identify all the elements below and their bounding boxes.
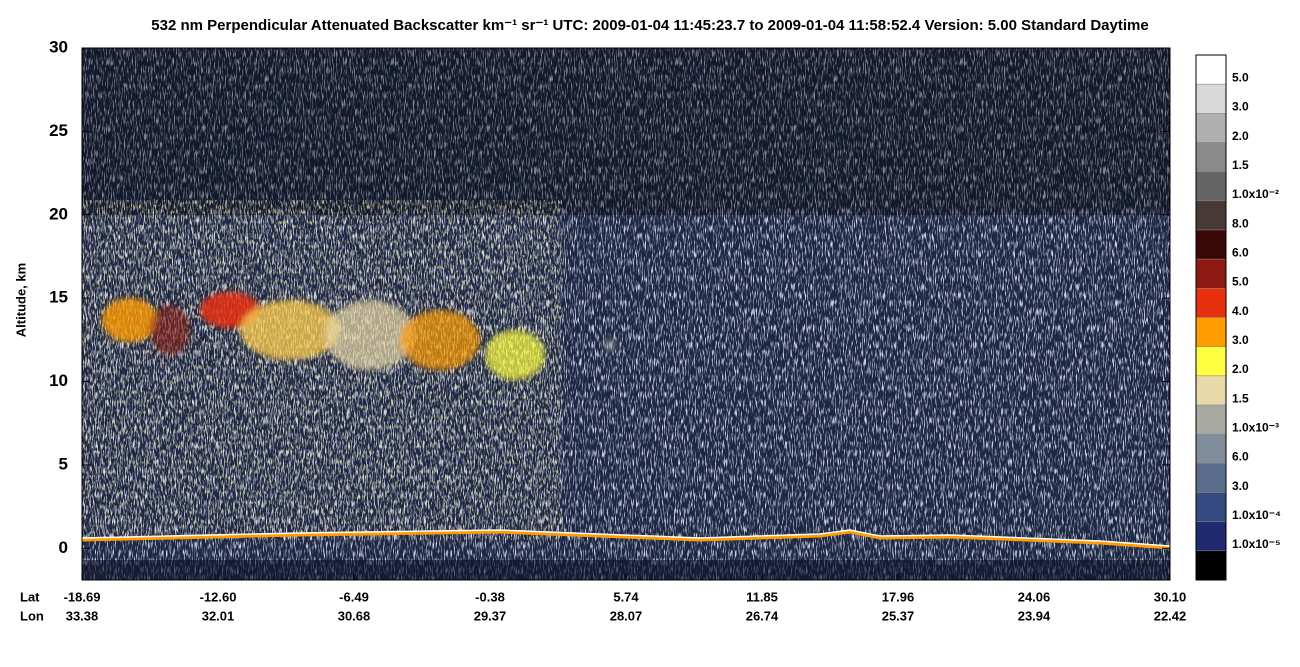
x-tick-label: -12.60 xyxy=(200,589,237,604)
cloud-layer xyxy=(102,292,616,380)
backscatter-image xyxy=(82,48,1170,580)
colorbar-swatch xyxy=(1195,492,1227,522)
y-tick-label: 5 xyxy=(59,454,68,473)
colorbar-label: 2.0 xyxy=(1232,362,1249,376)
colorbar-label: 1.0x10⁻³ xyxy=(1232,421,1279,435)
colorbar-swatch xyxy=(1195,229,1227,260)
colorbar-swatch xyxy=(1195,346,1227,377)
x-tick-label: 28.07 xyxy=(610,608,643,623)
colorbar-swatch xyxy=(1195,404,1227,435)
y-tick-label: 10 xyxy=(49,371,68,390)
x-tick-label: 33.38 xyxy=(66,608,99,623)
colorbar-swatch xyxy=(1195,200,1227,231)
x-tick-label: -18.69 xyxy=(64,589,101,604)
colorbar-swatch xyxy=(1195,433,1227,464)
colorbar-label: 1.0x10⁻⁴ xyxy=(1232,508,1281,522)
x-tick-label: 32.01 xyxy=(202,608,235,623)
y-tick-label: 30 xyxy=(49,37,68,56)
colorbar-swatch xyxy=(1195,113,1227,143)
colorbar-swatch xyxy=(1195,54,1227,85)
y-axis-label: Altitude, km xyxy=(13,263,28,337)
colorbar-swatch xyxy=(1195,288,1227,318)
y-tick-label: 0 xyxy=(59,538,68,557)
colorbar-label: 6.0 xyxy=(1232,450,1249,464)
colorbar-label: 1.0x10⁻⁵ xyxy=(1232,537,1281,551)
colorbar-label: 5.0 xyxy=(1232,275,1249,289)
colorbar-swatch xyxy=(1195,550,1227,581)
surface-return-highlight xyxy=(82,529,1170,547)
x-row-name: Lat xyxy=(20,589,40,604)
colorbar-swatch xyxy=(1195,521,1227,552)
colorbar-swatch xyxy=(1195,463,1227,493)
colorbar-swatch xyxy=(1195,317,1227,347)
colorbar-label: 6.0 xyxy=(1232,246,1249,260)
x-row-name: Lon xyxy=(20,608,44,623)
x-tick-label: 5.74 xyxy=(613,589,639,604)
colorbar-label: 1.5 xyxy=(1232,391,1249,405)
x-tick-label: -0.38 xyxy=(475,589,505,604)
chart-title: 532 nm Perpendicular Attenuated Backscat… xyxy=(151,17,1148,34)
x-tick-label: -6.49 xyxy=(339,589,369,604)
y-tick-label: 20 xyxy=(49,204,68,223)
colorbar-label: 3.0 xyxy=(1232,333,1249,347)
x-tick-label: 30.68 xyxy=(338,608,371,623)
colorbar-label: 8.0 xyxy=(1232,216,1249,230)
x-tick-label: 26.74 xyxy=(746,608,779,623)
colorbar-swatch xyxy=(1195,375,1227,406)
colorbar-label: 1.5 xyxy=(1232,158,1249,172)
colorbar-label: 2.0 xyxy=(1232,129,1249,143)
colorbar-label: 4.0 xyxy=(1232,304,1249,318)
colorbar-swatch xyxy=(1195,171,1227,202)
x-tick-label: 22.42 xyxy=(1154,608,1187,623)
colorbar-swatch xyxy=(1195,142,1227,172)
x-tick-label: 29.37 xyxy=(474,608,507,623)
x-tick-label: 17.96 xyxy=(882,589,915,604)
colorbar-label: 1.0x10⁻² xyxy=(1232,187,1279,201)
x-tick-label: 11.85 xyxy=(746,589,778,604)
x-tick-label: 24.06 xyxy=(1018,589,1051,604)
colorbar-label: 5.0 xyxy=(1232,71,1249,85)
y-tick-label: 25 xyxy=(49,121,68,140)
colorbar-swatch xyxy=(1195,258,1227,289)
colorbar-frame xyxy=(1195,54,1227,581)
colorbar-label: 3.0 xyxy=(1232,100,1249,114)
surface-return xyxy=(82,530,1170,550)
x-tick-label: 30.10 xyxy=(1154,589,1187,604)
x-tick-label: 23.94 xyxy=(1018,608,1051,623)
y-tick-label: 15 xyxy=(49,288,68,307)
x-tick-label: 25.37 xyxy=(882,608,915,623)
colorbar-label: 3.0 xyxy=(1232,479,1249,493)
colorbar-swatch xyxy=(1195,83,1227,114)
